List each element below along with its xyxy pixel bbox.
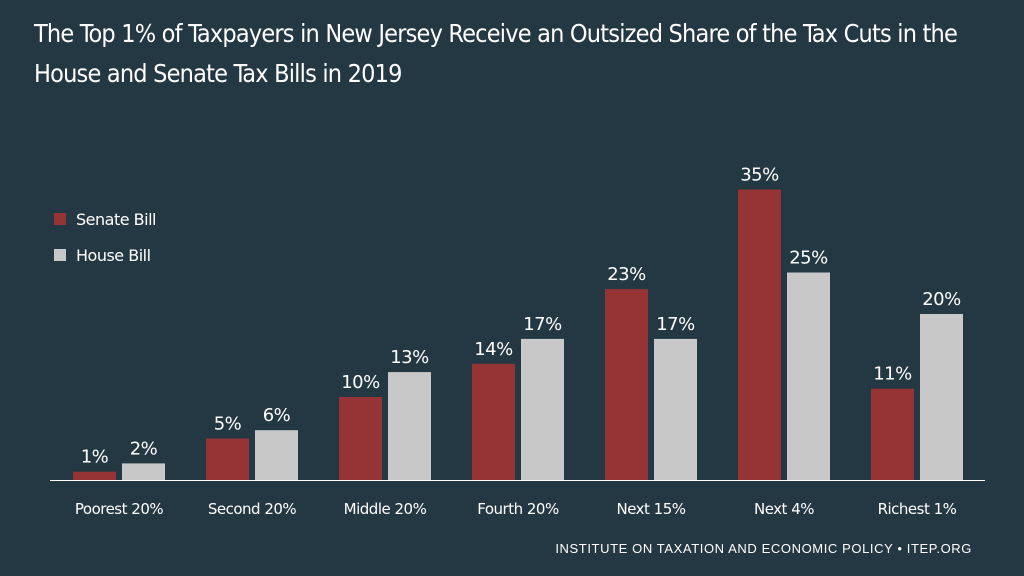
bar-senate-bill-poorest-20-: [73, 471, 116, 480]
x-tick-label: Richest 1%: [878, 500, 957, 518]
x-tick-label: Next 4%: [754, 500, 814, 518]
legend-label-senate: Senate Bill: [76, 209, 156, 229]
bar-senate-bill-fourth-20-: [472, 363, 515, 480]
legend-item-senate: Senate Bill: [54, 209, 156, 229]
x-tick-label: Middle 20%: [344, 500, 427, 518]
legend: Senate Bill House Bill: [54, 210, 156, 282]
bar-senate-bill-next-15-: [605, 289, 648, 480]
bar-label-house-bill-middle-20-: 13%: [390, 347, 429, 368]
bar-senate-bill-next-4-: [738, 189, 781, 480]
bar-label-senate-bill-richest-1-: 11%: [873, 364, 912, 385]
bar-house-bill-poorest-20-: [122, 463, 165, 480]
bar-label-house-bill-second-20-: 6%: [263, 405, 291, 426]
bar-senate-bill-richest-1-: [871, 388, 914, 480]
bar-label-senate-bill-poorest-20-: 1%: [81, 447, 109, 468]
legend-swatch-senate: [54, 213, 66, 225]
bar-house-bill-next-4-: [787, 272, 830, 480]
bar-senate-bill-second-20-: [206, 438, 249, 480]
bar-house-bill-richest-1-: [920, 314, 963, 480]
x-tick-label: Next 15%: [616, 500, 685, 518]
bar-label-senate-bill-next-15-: 23%: [607, 264, 646, 285]
bar-house-bill-second-20-: [255, 430, 298, 480]
bar-label-senate-bill-next-4-: 35%: [740, 165, 779, 186]
x-tick-label: Poorest 20%: [75, 500, 163, 518]
bar-label-house-bill-fourth-20-: 17%: [523, 314, 562, 335]
legend-swatch-house: [54, 249, 66, 261]
bar-senate-bill-middle-20-: [339, 397, 382, 480]
bar-house-bill-next-15-: [654, 338, 697, 480]
bar-label-senate-bill-middle-20-: 10%: [341, 372, 380, 393]
legend-label-house: House Bill: [76, 245, 151, 265]
bar-house-bill-middle-20-: [388, 372, 431, 480]
chart-title: The Top 1% of Taxpayers in New Jersey Re…: [34, 19, 958, 88]
footer-credit: INSTITUTE ON TAXATION AND ECONOMIC POLIC…: [555, 541, 972, 556]
legend-item-house: House Bill: [54, 245, 156, 265]
x-tick-label: Second 20%: [208, 500, 297, 518]
bar-label-house-bill-richest-1-: 20%: [922, 289, 961, 310]
bar-label-house-bill-next-15-: 17%: [656, 314, 695, 335]
x-tick-label: Fourth 20%: [477, 500, 559, 518]
bar-label-senate-bill-fourth-20-: 14%: [474, 339, 513, 360]
bar-label-house-bill-poorest-20-: 2%: [130, 438, 158, 459]
bar-label-senate-bill-second-20-: 5%: [214, 414, 242, 435]
bar-label-house-bill-next-4-: 25%: [789, 248, 828, 269]
bar-house-bill-fourth-20-: [521, 338, 564, 480]
